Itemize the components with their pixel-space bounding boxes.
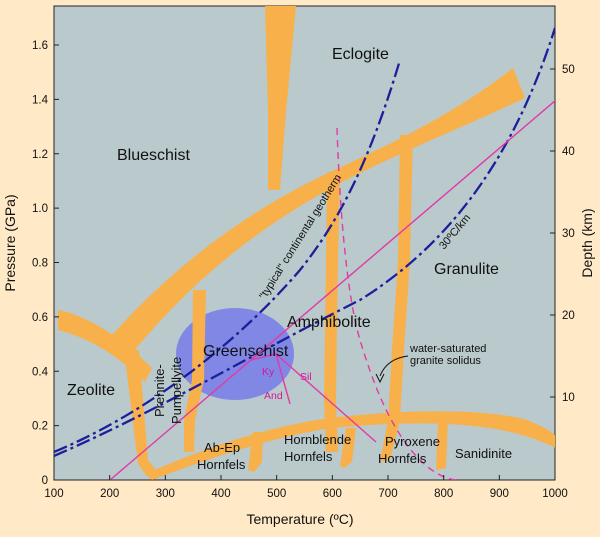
sanidinite-left-band bbox=[436, 420, 448, 470]
label-pyroxene-2: Hornfels bbox=[378, 451, 427, 466]
solidus-pointer bbox=[379, 355, 409, 377]
x-tick-label: 1000 bbox=[542, 488, 568, 500]
depth-tick-label: 40 bbox=[562, 146, 575, 158]
y-tick-label: 1.6 bbox=[32, 40, 48, 52]
kyanite-label: Ky bbox=[262, 366, 275, 378]
solidus-label-2: granite solidus bbox=[410, 355, 481, 367]
granite-solidus-line bbox=[336, 127, 459, 480]
label-pumpellyite: Pumpellyite bbox=[169, 357, 184, 424]
label-prehnite: Prehnite- bbox=[152, 364, 167, 417]
x-tick-label: 400 bbox=[211, 488, 230, 500]
label-greenschist: Greenschist bbox=[203, 343, 289, 360]
depth-tick-label: 20 bbox=[562, 310, 575, 322]
solidus-pointer-head bbox=[375, 373, 385, 384]
plot-area bbox=[53, 5, 556, 481]
x-tick-label: 200 bbox=[100, 488, 119, 500]
label-hornblende-1: Hornblende bbox=[284, 432, 351, 447]
x-tick-label: 700 bbox=[378, 488, 397, 500]
upper-geotherm-line bbox=[54, 27, 555, 458]
label-abep-1: Ab-Ep bbox=[204, 440, 240, 455]
label-abep-2: Hornfels bbox=[197, 457, 246, 472]
blueschist-lower-band bbox=[112, 68, 525, 358]
y-left-axis: 0 0.2 0.4 0.6 0.8 1.0 1.2 1.4 1.6 bbox=[32, 40, 59, 487]
y-right-axis-title: Depth (km) bbox=[579, 208, 595, 277]
abep-right-band bbox=[248, 432, 263, 472]
gradient-30c-line bbox=[109, 99, 555, 480]
depth-tick-label: 10 bbox=[562, 392, 575, 404]
label-pyroxene-1: Pyroxene bbox=[385, 434, 440, 449]
solidus-label-1: water-saturated bbox=[409, 343, 486, 355]
prehnite-boundary-band bbox=[124, 350, 156, 475]
label-eclogite: Eclogite bbox=[332, 46, 389, 63]
x-tick-label: 300 bbox=[156, 488, 175, 500]
andalusite-label: And bbox=[264, 390, 283, 402]
depth-tick-label: 30 bbox=[562, 228, 575, 240]
hornfels-boundary-band bbox=[145, 411, 555, 480]
label-zeolite: Zeolite bbox=[67, 382, 115, 399]
x-tick-label: 500 bbox=[267, 488, 286, 500]
kyanite-andalusite-line bbox=[275, 353, 291, 405]
label-sanidinite: Sanidinite bbox=[455, 446, 512, 461]
label-amphibolite: Amphibolite bbox=[287, 314, 371, 331]
geotherms bbox=[54, 27, 555, 458]
andalusite-sillimanite-line bbox=[275, 353, 377, 443]
y-tick-label: 1.4 bbox=[32, 94, 49, 106]
x-tick-label: 100 bbox=[44, 488, 63, 500]
amphibolite-left-band bbox=[324, 172, 340, 452]
x-tick-label: 900 bbox=[490, 488, 509, 500]
pyroxene-left-band bbox=[340, 428, 356, 468]
y-tick-label: 0.4 bbox=[32, 366, 49, 378]
y-tick-label: 0 bbox=[42, 475, 48, 487]
x-axis: 100 200 300 400 500 600 700 800 900 1000 bbox=[44, 475, 568, 500]
y-tick-label: 0.6 bbox=[32, 312, 48, 324]
y-tick-label: 0.2 bbox=[32, 421, 48, 433]
eclogite-vertical-band bbox=[265, 6, 296, 190]
continental-geotherm-line bbox=[54, 59, 402, 454]
y-tick-label: 1.2 bbox=[32, 149, 48, 161]
granulite-left-band bbox=[380, 135, 413, 462]
y-tick-label: 1.0 bbox=[32, 203, 48, 215]
y-tick-label: 0.8 bbox=[32, 258, 48, 270]
depth-tick-label: 50 bbox=[562, 64, 575, 76]
label-granulite: Granulite bbox=[434, 261, 499, 278]
phase-lines bbox=[109, 99, 555, 480]
x-tick-label: 800 bbox=[434, 488, 453, 500]
x-axis-title: Temperature (ºC) bbox=[246, 511, 353, 527]
greenschist-field bbox=[176, 308, 294, 400]
y-right-axis: 10 20 30 40 50 bbox=[550, 64, 575, 404]
x-tick-label: 600 bbox=[323, 488, 342, 500]
label-hornblende-2: Hornfels bbox=[284, 449, 333, 464]
facies-boundaries bbox=[58, 6, 555, 480]
label-blueschist: Blueschist bbox=[117, 147, 190, 164]
kyanite-sillimanite-line bbox=[250, 353, 277, 361]
sillimanite-label: Sil bbox=[300, 371, 312, 383]
y-left-axis-title: Pressure (GPa) bbox=[2, 194, 18, 291]
